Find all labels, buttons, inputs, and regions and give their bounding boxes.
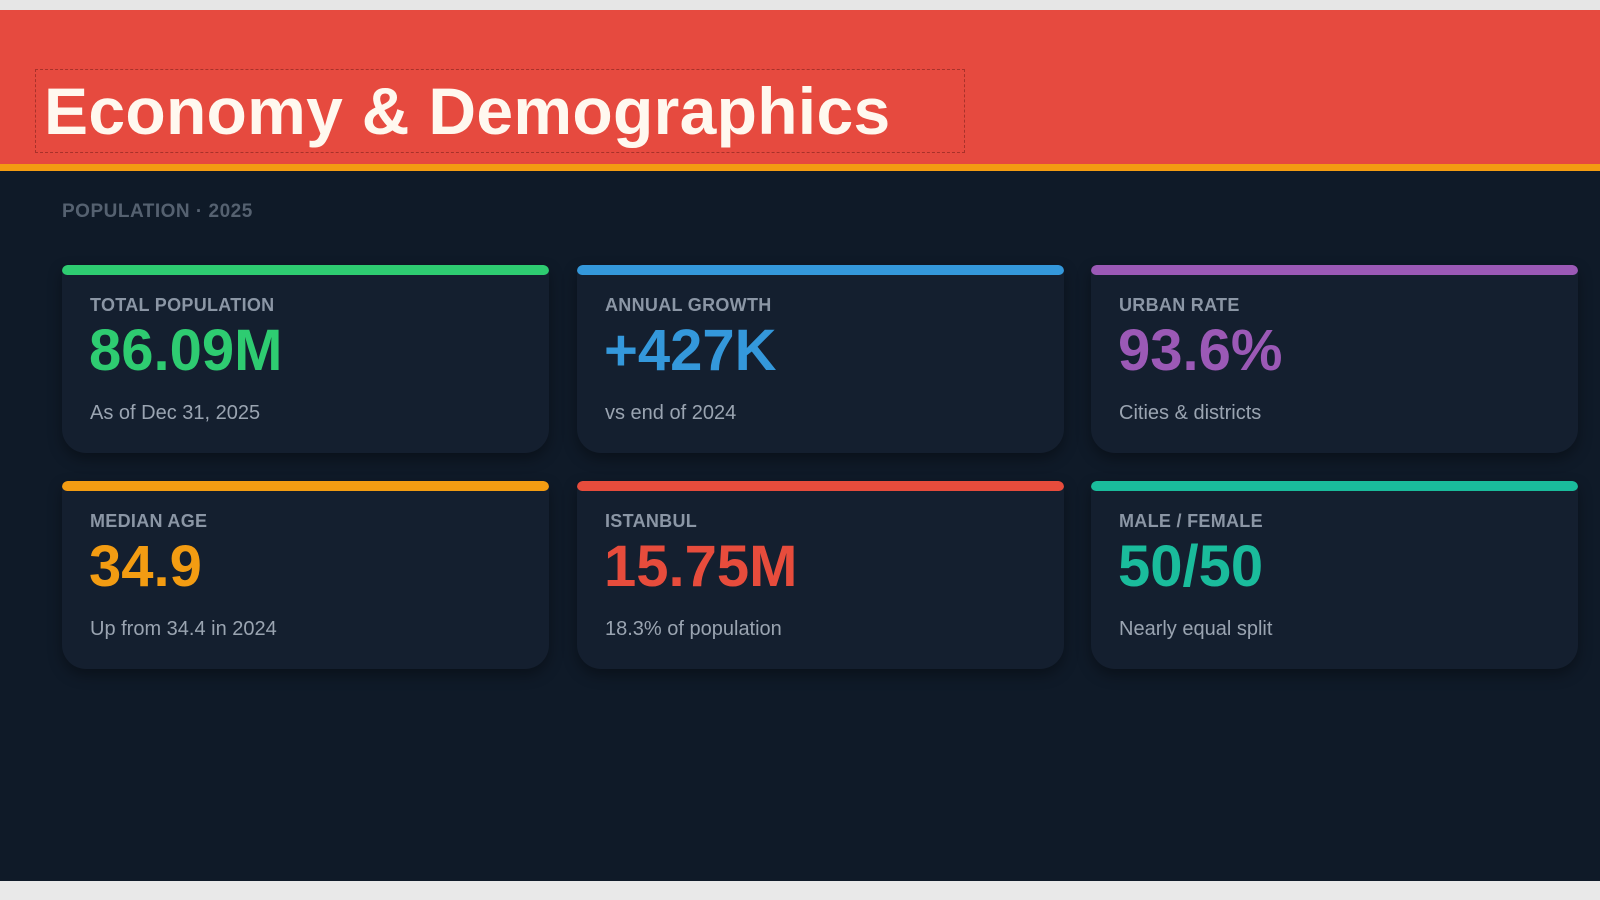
card-accent-bar [1091, 265, 1578, 275]
card-subtitle: As of Dec 31, 2025 [90, 402, 261, 424]
stat-card-male-female: MALE / FEMALE 50/50 Nearly equal split [1091, 481, 1578, 669]
stat-card-total-population: TOTAL POPULATION 86.09M As of Dec 31, 20… [62, 265, 549, 453]
card-value: 34.9 [89, 534, 202, 599]
stat-card-median-age: MEDIAN AGE 34.9 Up from 34.4 in 2024 [62, 481, 549, 669]
card-subtitle: 18.3% of population [605, 618, 782, 640]
card-subtitle: Nearly equal split [1119, 618, 1273, 640]
card-accent-bar [577, 265, 1064, 275]
header-underline [0, 164, 1600, 171]
top-strip [0, 0, 1600, 10]
card-value: 93.6% [1118, 318, 1283, 383]
card-value: 15.75M [604, 534, 798, 599]
page-header [0, 10, 1600, 164]
card-label: MALE / FEMALE [1119, 511, 1263, 531]
card-label: TOTAL POPULATION [90, 295, 275, 315]
page-title: Economy & Demographics [44, 74, 891, 148]
section-label: POPULATION · 2025 [62, 201, 253, 222]
card-accent-bar [62, 481, 549, 491]
card-value: 86.09M [89, 318, 283, 383]
card-label: URBAN RATE [1119, 295, 1240, 315]
card-accent-bar [1091, 481, 1578, 491]
card-value: 50/50 [1118, 534, 1264, 599]
card-label: MEDIAN AGE [90, 511, 208, 531]
card-label: ANNUAL GROWTH [605, 295, 772, 315]
title-selection-box[interactable] [35, 69, 965, 153]
card-subtitle: vs end of 2024 [605, 402, 737, 424]
stat-card-annual-growth: ANNUAL GROWTH +427K vs end of 2024 [577, 265, 1064, 453]
card-label: ISTANBUL [605, 511, 698, 531]
card-accent-bar [62, 265, 549, 275]
card-accent-bar [577, 481, 1064, 491]
card-value: +427K [604, 318, 777, 383]
card-subtitle: Up from 34.4 in 2024 [90, 618, 277, 640]
bottom-strip [0, 881, 1600, 900]
stat-card-urban-rate: URBAN RATE 93.6% Cities & districts [1091, 265, 1578, 453]
stat-card-istanbul: ISTANBUL 15.75M 18.3% of population [577, 481, 1064, 669]
card-subtitle: Cities & districts [1119, 402, 1262, 424]
